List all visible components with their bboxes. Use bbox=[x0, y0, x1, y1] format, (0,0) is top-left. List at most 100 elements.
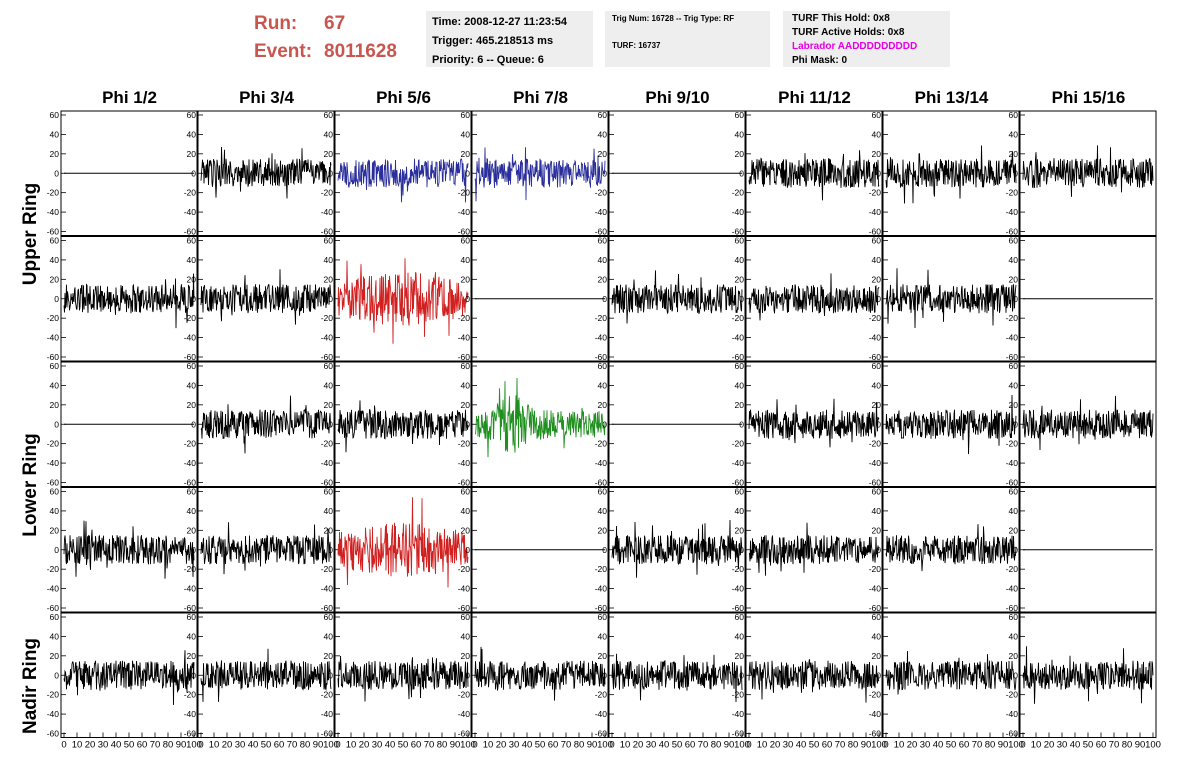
event-row: Event: 8011628 bbox=[254, 38, 424, 66]
panel-r1-c2: 60 40 20 0 -20 -40 -60 bbox=[184, 110, 335, 237]
y-tick-label: 20 bbox=[735, 274, 745, 284]
y-tick-label: -60 bbox=[869, 478, 882, 488]
noise-trace bbox=[1022, 646, 1154, 704]
y-tick-label: 0 bbox=[54, 168, 59, 178]
x-tick-label: 100 bbox=[1145, 740, 1161, 751]
x-tick-label: 40 bbox=[522, 740, 533, 751]
noise-trace bbox=[611, 270, 743, 324]
noise-trace bbox=[748, 150, 880, 201]
y-tick-label: 60 bbox=[187, 487, 197, 497]
noise-trace bbox=[885, 524, 1017, 572]
panel-r1-c3: 60 40 20 0 -20 -40 -60 bbox=[321, 110, 472, 237]
y-tick-label: -20 bbox=[595, 690, 608, 700]
y-tick-label: -20 bbox=[321, 439, 334, 449]
y-tick-label: 0 bbox=[602, 294, 607, 304]
x-tick-label: 30 bbox=[98, 740, 109, 751]
y-tick-label: 60 bbox=[187, 236, 197, 246]
y-tick-label: 0 bbox=[739, 670, 744, 680]
x-tick-label: 80 bbox=[985, 740, 996, 751]
x-tick-label: 10 bbox=[72, 740, 83, 751]
y-tick-label: 60 bbox=[598, 612, 608, 622]
y-tick-label: 0 bbox=[739, 545, 744, 555]
y-tick-label: -20 bbox=[458, 690, 471, 700]
panel-r2-c4: 60 40 20 0 -20 -40 -60 bbox=[458, 236, 609, 362]
x-tick-label: 60 bbox=[548, 740, 559, 751]
event-value: 8011628 bbox=[324, 41, 397, 62]
y-tick-label: 60 bbox=[187, 110, 197, 120]
y-tick-label: 0 bbox=[876, 419, 881, 429]
x-tick-label: 20 bbox=[85, 740, 96, 751]
x-tick-label: 0 bbox=[883, 740, 888, 751]
y-tick-label: 60 bbox=[1009, 361, 1019, 371]
y-tick-label: 40 bbox=[872, 631, 882, 641]
x-tick-label: 50 bbox=[809, 740, 820, 751]
x-tick-label: 90 bbox=[587, 740, 598, 751]
y-tick-label: 0 bbox=[191, 419, 196, 429]
panel-r1-c1: 60 40 20 0 -20 -40 -60 bbox=[47, 110, 198, 237]
y-tick-label: 60 bbox=[1009, 236, 1019, 246]
panel-r4-c6: 60 40 20 0 -20 -40 -60 bbox=[732, 487, 883, 613]
noise-trace bbox=[200, 269, 332, 325]
y-tick-label: -60 bbox=[595, 227, 608, 237]
x-tick-label: 80 bbox=[300, 740, 311, 751]
y-tick-label: 20 bbox=[324, 525, 334, 535]
y-tick-label: 20 bbox=[735, 525, 745, 535]
y-tick-label: -60 bbox=[732, 603, 745, 613]
turf-active-text: TURF Active Holds: 0x8 bbox=[792, 27, 905, 38]
noise-trace bbox=[200, 522, 332, 575]
y-tick-label: 60 bbox=[50, 361, 60, 371]
y-tick-label: 40 bbox=[461, 631, 471, 641]
phi-header-5: Phi 9/10 bbox=[645, 88, 710, 107]
x-tick-label: 10 bbox=[483, 740, 494, 751]
x-tick-label: 30 bbox=[372, 740, 383, 751]
y-tick-label: -40 bbox=[47, 333, 60, 343]
y-tick-label: 60 bbox=[461, 361, 471, 371]
y-tick-label: -40 bbox=[595, 458, 608, 468]
x-tick-label: 80 bbox=[711, 740, 722, 751]
x-tick-label: 0 bbox=[746, 740, 751, 751]
y-tick-label: 60 bbox=[461, 612, 471, 622]
y-tick-label: -60 bbox=[595, 603, 608, 613]
y-tick-label: 60 bbox=[872, 487, 882, 497]
y-tick-label: 20 bbox=[187, 274, 197, 284]
y-tick-label: 20 bbox=[598, 274, 608, 284]
y-tick-label: 0 bbox=[876, 168, 881, 178]
x-tick-label: 80 bbox=[848, 740, 859, 751]
y-tick-label: -60 bbox=[732, 729, 745, 739]
x-tick-label: 70 bbox=[698, 740, 709, 751]
y-tick-label: -20 bbox=[1006, 313, 1019, 323]
y-tick-label: -60 bbox=[869, 227, 882, 237]
y-tick-label: -60 bbox=[184, 352, 197, 362]
y-tick-label: -40 bbox=[321, 584, 334, 594]
turf-hold-text: TURF This Hold: 0x8 bbox=[792, 13, 890, 24]
y-tick-label: 40 bbox=[187, 255, 197, 265]
y-tick-label: -40 bbox=[869, 333, 882, 343]
y-tick-label: -20 bbox=[732, 439, 745, 449]
y-tick-label: -60 bbox=[732, 352, 745, 362]
noise-trace bbox=[748, 273, 880, 321]
y-tick-label: -20 bbox=[869, 188, 882, 198]
y-tick-label: -60 bbox=[732, 227, 745, 237]
x-tick-label: 40 bbox=[111, 740, 122, 751]
y-tick-label: 0 bbox=[602, 168, 607, 178]
y-tick-label: 40 bbox=[872, 380, 882, 390]
x-tick-label: 60 bbox=[274, 740, 285, 751]
y-tick-label: 0 bbox=[465, 294, 470, 304]
y-tick-label: -60 bbox=[184, 729, 197, 739]
phi-header-1: Phi 1/2 bbox=[102, 88, 157, 107]
y-tick-label: 40 bbox=[324, 380, 334, 390]
green-trace bbox=[474, 377, 606, 458]
phi-mask-text: Phi Mask: 0 bbox=[792, 55, 848, 66]
panel-r4-c2: 60 40 20 0 -20 -40 -60 bbox=[184, 487, 335, 613]
y-tick-label: -60 bbox=[47, 478, 60, 488]
y-tick-label: 0 bbox=[876, 670, 881, 680]
y-tick-label: -40 bbox=[47, 207, 60, 217]
y-tick-label: -40 bbox=[732, 709, 745, 719]
y-tick-label: 0 bbox=[739, 419, 744, 429]
phi-header-6: Phi 11/12 bbox=[778, 88, 851, 107]
